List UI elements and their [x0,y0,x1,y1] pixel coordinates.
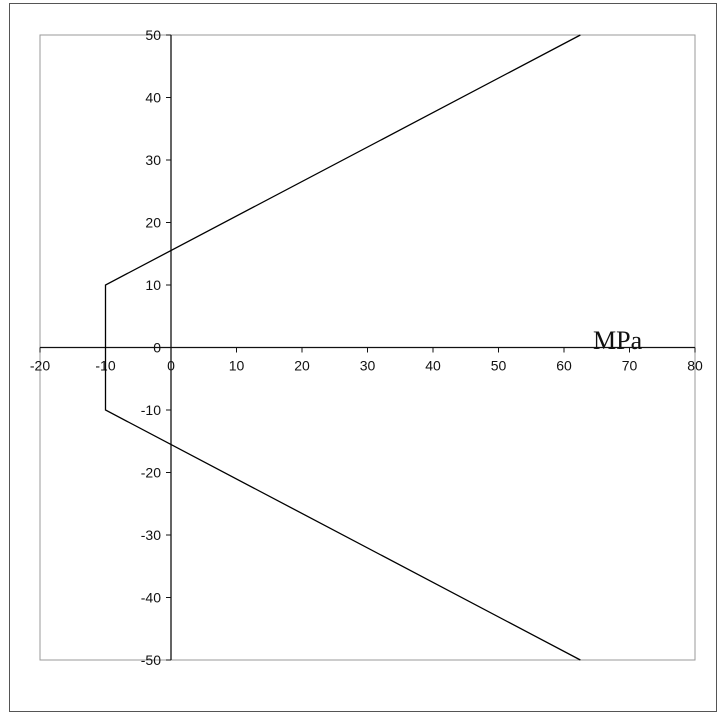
y-tick-label: -10 [141,402,161,418]
x-tick-label: 20 [294,358,310,374]
y-tick-label: 10 [145,277,161,293]
series-line-0 [104,34,581,661]
y-tick-label: 0 [153,340,161,356]
x-tick-label: 60 [556,358,572,374]
x-tick-label: 10 [229,358,245,374]
y-tick-label: -30 [141,527,161,543]
x-axis-ticks: -20 -10 0 10 20 30 40 50 60 70 80 [30,347,703,374]
x-tick-label: 80 [687,358,703,374]
outer-border [9,3,717,712]
x-tick-label: 40 [425,358,441,374]
y-tick-label: 40 [145,90,161,106]
x-tick-label: 70 [622,358,638,374]
y-tick-label: -40 [141,590,161,606]
y-tick-label: 20 [145,215,161,231]
series-group [104,34,581,661]
x-tick-label: -20 [30,358,50,374]
unit-annotation: MPa [593,326,643,355]
x-tick-label: 30 [360,358,376,374]
y-tick-label: 30 [145,152,161,168]
y-axis-ticks: -50 -40 -30 -20 -10 0 10 20 30 40 50 [141,27,171,668]
y-tick-label: 50 [145,27,161,43]
y-tick-label: -20 [141,465,161,481]
x-tick-label: 50 [491,358,507,374]
y-tick-label: -50 [141,652,161,668]
x-tick-label: 0 [167,358,175,374]
